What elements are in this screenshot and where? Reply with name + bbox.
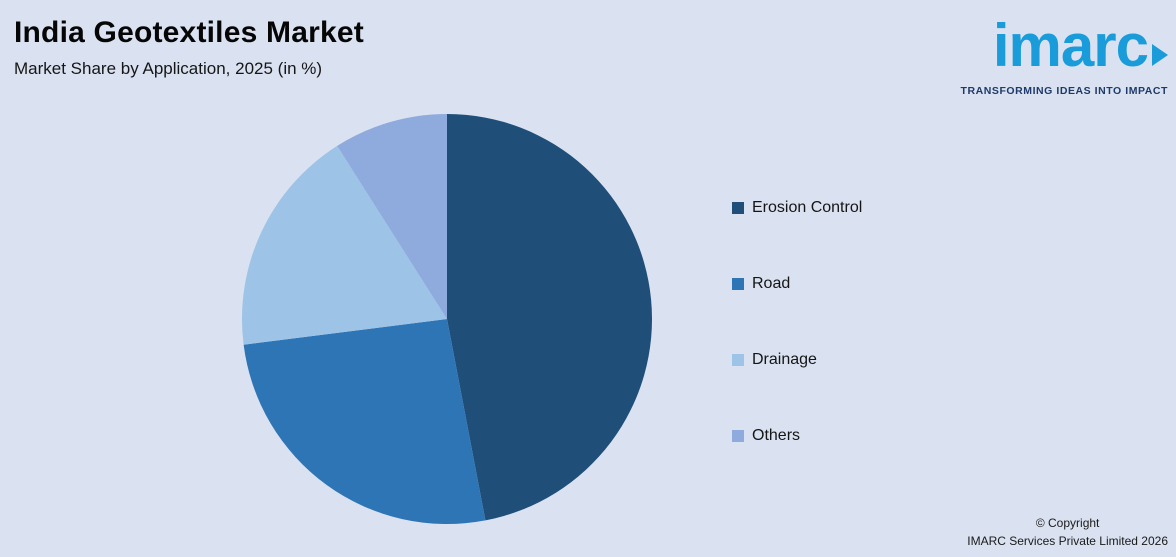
legend-item-others: Others — [732, 426, 862, 446]
copyright: © Copyright IMARC Services Private Limit… — [967, 514, 1168, 551]
imarc-logo-text: imarc — [992, 12, 1149, 79]
legend-swatch-drainage — [732, 354, 744, 366]
legend-label-drainage: Drainage — [752, 351, 817, 368]
legend-item-drainage: Drainage — [732, 350, 862, 370]
pie-slice-road — [243, 319, 486, 524]
legend-label-erosion-control: Erosion Control — [752, 199, 863, 216]
imarc-tagline: TRANSFORMING IDEAS INTO IMPACT — [960, 85, 1168, 97]
page-title: India Geotextiles Market — [14, 16, 364, 49]
header: India Geotextiles Market Market Share by… — [14, 16, 364, 79]
imarc-logo-arrow-icon — [1152, 43, 1168, 66]
legend-item-erosion-control: Erosion Control — [732, 198, 862, 218]
copyright-line1: © Copyright — [1035, 515, 1100, 530]
pie-slice-drainage — [242, 145, 447, 345]
copyright-line2: IMARC Services Private Limited 2026 — [967, 534, 1168, 549]
legend-swatch-erosion-control — [732, 202, 744, 214]
legend-swatch-road — [732, 278, 744, 290]
chart-subtitle: Market Share by Application, 2025 (in %) — [14, 59, 323, 78]
pie-slice-erosion-control — [447, 114, 652, 521]
pie-chart — [242, 114, 652, 524]
legend: Erosion Control Road Drainage Others — [732, 198, 862, 446]
imarc-wordmark-row: imarc — [961, 8, 1168, 83]
legend-label-road: Road — [752, 275, 791, 292]
legend-item-road: Road — [732, 274, 862, 294]
pie-slice-others — [337, 114, 447, 319]
imarc-logo: imarc TRANSFORMING IDEAS INTO IMPACT — [961, 8, 1168, 97]
legend-label-others: Others — [752, 427, 801, 444]
legend-swatch-others — [732, 430, 744, 442]
